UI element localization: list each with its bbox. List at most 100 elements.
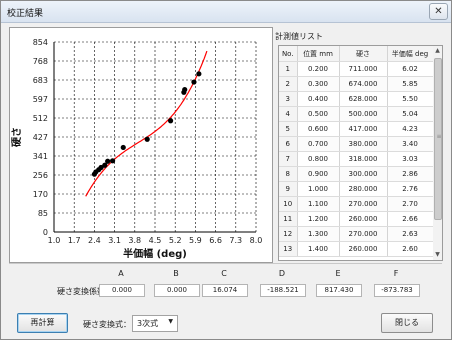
- formula-select-value: 3次式: [137, 319, 159, 328]
- table-row[interactable]: 7 0.800 318.000 3.03: [279, 151, 433, 167]
- coefficient-value: -188.521: [260, 284, 306, 297]
- close-window-button[interactable]: ✕: [429, 3, 448, 20]
- x-tick-label: 3.8: [128, 236, 141, 245]
- cell-hardness[interactable]: 628.000: [339, 91, 388, 107]
- column-header-hardness[interactable]: 硬さ: [339, 46, 388, 62]
- cell-fwhm[interactable]: 2.70: [387, 196, 433, 212]
- coefficient-header: B: [173, 269, 179, 278]
- cell-fwhm[interactable]: 5.85: [387, 76, 433, 92]
- cell-hardness[interactable]: 417.000: [339, 121, 388, 137]
- cell-no[interactable]: 9: [279, 181, 298, 197]
- close-button[interactable]: 閉じる: [381, 313, 433, 333]
- cell-no[interactable]: 11: [279, 211, 298, 227]
- cell-fwhm[interactable]: 5.50: [387, 91, 433, 107]
- data-point: [144, 136, 150, 142]
- y-tick-label: 854: [33, 38, 48, 47]
- cell-fwhm[interactable]: 2.63: [387, 226, 433, 242]
- cell-no[interactable]: 13: [279, 241, 298, 257]
- coefficient-label: 硬さ変換係数：: [57, 287, 113, 296]
- cell-position[interactable]: 0.700: [297, 136, 340, 152]
- table-row[interactable]: 8 0.900 300.000 2.86: [279, 166, 433, 182]
- y-tick-label: 341: [33, 152, 48, 161]
- cell-hardness[interactable]: 674.000: [339, 76, 388, 92]
- cell-hardness[interactable]: 260.000: [339, 241, 388, 257]
- table-row[interactable]: 5 0.600 417.000 4.23: [279, 121, 433, 137]
- cell-no[interactable]: 1: [279, 61, 298, 77]
- cell-position[interactable]: 0.300: [297, 76, 340, 92]
- y-tick-label: 768: [33, 57, 48, 66]
- cell-fwhm[interactable]: 2.66: [387, 211, 433, 227]
- table-row[interactable]: 11 1.200 260.000 2.66: [279, 211, 433, 227]
- cell-position[interactable]: 1.000: [297, 181, 340, 197]
- cell-position[interactable]: 0.800: [297, 151, 340, 167]
- cell-fwhm[interactable]: 5.04: [387, 106, 433, 122]
- cell-no[interactable]: 5: [279, 121, 298, 137]
- cell-position[interactable]: 1.100: [297, 196, 340, 212]
- table-row[interactable]: 13 1.400 260.000 2.60: [279, 241, 433, 257]
- measurement-grid[interactable]: No. 位置 mm 硬さ 半価幅 deg 1 0.200 711.000 6.02 2 0…: [278, 45, 434, 261]
- data-point: [98, 164, 104, 171]
- cell-no[interactable]: 6: [279, 136, 298, 152]
- table-row[interactable]: 10 1.100 270.000 2.70: [279, 196, 433, 212]
- cell-position[interactable]: 1.300: [297, 226, 340, 242]
- data-point: [109, 158, 116, 164]
- y-tick-label: 85: [38, 209, 48, 218]
- cell-hardness[interactable]: 260.000: [339, 211, 388, 227]
- cell-no[interactable]: 4: [279, 106, 298, 122]
- data-point: [182, 87, 188, 93]
- coefficient-header: A: [118, 269, 124, 278]
- cell-fwhm[interactable]: 2.86: [387, 166, 433, 182]
- y-tick-label: 427: [33, 133, 48, 142]
- cell-position[interactable]: 1.400: [297, 241, 340, 257]
- cell-hardness[interactable]: 318.000: [339, 151, 388, 167]
- grid-scrollbar[interactable]: ▲ ≡ ▼: [433, 45, 443, 261]
- data-point: [120, 144, 126, 151]
- cell-fwhm[interactable]: 3.40: [387, 136, 433, 152]
- cell-position[interactable]: 0.400: [297, 91, 340, 107]
- cell-position[interactable]: 0.200: [297, 61, 340, 77]
- grip-icon: ≡: [436, 133, 442, 140]
- table-row[interactable]: 4 0.500 500.000 5.04: [279, 106, 433, 122]
- column-header-fwhm[interactable]: 半価幅 deg: [387, 46, 433, 62]
- coefficient-header: C: [221, 269, 227, 278]
- table-row[interactable]: 3 0.400 628.000 5.50: [279, 91, 433, 107]
- table-row[interactable]: 1 0.200 711.000 6.02: [279, 61, 433, 77]
- cell-no[interactable]: 10: [279, 196, 298, 212]
- cell-position[interactable]: 0.900: [297, 166, 340, 182]
- recalculate-button[interactable]: 再計算: [17, 313, 68, 333]
- scroll-up-arrow-icon[interactable]: ▲: [435, 47, 440, 54]
- cell-fwhm[interactable]: 6.02: [387, 61, 433, 77]
- cell-fwhm[interactable]: 3.03: [387, 151, 433, 167]
- coefficient-value: 16.074: [202, 284, 248, 297]
- y-tick-label: 170: [33, 190, 48, 199]
- cell-hardness[interactable]: 270.000: [339, 196, 388, 212]
- cell-hardness[interactable]: 500.000: [339, 106, 388, 122]
- cell-position[interactable]: 0.600: [297, 121, 340, 137]
- table-row[interactable]: 6 0.700 380.000 3.40: [279, 136, 433, 152]
- cell-hardness[interactable]: 280.000: [339, 181, 388, 197]
- calibration-chart: 1.0 1.7 2.4 3.1 3.8 4.5 5.2 5.9 6.6 7.3 8.0 0 85 170 2…: [9, 27, 273, 263]
- column-header-position[interactable]: 位置 mm: [297, 46, 340, 62]
- data-point: [102, 162, 108, 168]
- cell-no[interactable]: 3: [279, 91, 298, 107]
- cell-no[interactable]: 8: [279, 166, 298, 182]
- cell-fwhm[interactable]: 2.60: [387, 241, 433, 257]
- cell-no[interactable]: 2: [279, 76, 298, 92]
- column-header-no[interactable]: No.: [279, 46, 298, 62]
- table-row[interactable]: 12 1.300 270.000 2.63: [279, 226, 433, 242]
- cell-no[interactable]: 12: [279, 226, 298, 242]
- scroll-down-arrow-icon[interactable]: ▼: [435, 251, 440, 258]
- cell-fwhm[interactable]: 4.23: [387, 121, 433, 137]
- cell-no[interactable]: 7: [279, 151, 298, 167]
- cell-hardness[interactable]: 711.000: [339, 61, 388, 77]
- table-row[interactable]: 2 0.300 674.000 5.85: [279, 76, 433, 92]
- cell-hardness[interactable]: 300.000: [339, 166, 388, 182]
- formula-select[interactable]: 3次式 ▼: [132, 315, 178, 332]
- cell-position[interactable]: 0.500: [297, 106, 340, 122]
- cell-fwhm[interactable]: 2.76: [387, 181, 433, 197]
- cell-hardness[interactable]: 380.000: [339, 136, 388, 152]
- table-row[interactable]: 9 1.000 280.000 2.76: [279, 181, 433, 197]
- scroll-thumb[interactable]: ≡: [434, 58, 442, 220]
- cell-hardness[interactable]: 270.000: [339, 226, 388, 242]
- cell-position[interactable]: 1.200: [297, 211, 340, 227]
